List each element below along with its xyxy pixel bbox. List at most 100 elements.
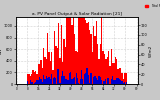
Bar bbox=[120, 68, 121, 84]
Bar bbox=[81, 16, 82, 84]
Bar bbox=[46, 76, 47, 84]
Bar bbox=[30, 80, 31, 84]
Bar bbox=[38, 64, 39, 84]
Bar bbox=[39, 77, 40, 84]
Bar bbox=[71, 25, 73, 84]
Bar bbox=[48, 77, 50, 84]
Bar bbox=[48, 52, 50, 84]
Bar bbox=[80, 0, 81, 84]
Bar bbox=[125, 73, 127, 84]
Bar bbox=[100, 77, 101, 84]
Bar bbox=[90, 34, 92, 84]
Bar bbox=[27, 74, 28, 84]
Bar bbox=[36, 80, 38, 84]
Bar bbox=[123, 79, 124, 84]
Bar bbox=[62, 62, 63, 84]
Bar bbox=[40, 79, 42, 84]
Bar bbox=[52, 78, 54, 84]
Bar bbox=[104, 81, 105, 84]
Bar bbox=[43, 75, 44, 84]
Bar bbox=[54, 31, 55, 84]
Bar bbox=[81, 70, 82, 84]
Bar bbox=[55, 78, 56, 84]
Bar bbox=[102, 51, 104, 84]
Bar bbox=[78, 14, 80, 84]
Bar bbox=[116, 78, 117, 84]
Bar bbox=[61, 76, 62, 84]
Bar bbox=[50, 61, 51, 84]
Bar bbox=[116, 59, 117, 84]
Bar bbox=[42, 68, 43, 84]
Bar bbox=[32, 70, 34, 84]
Bar bbox=[51, 52, 52, 84]
Bar bbox=[113, 80, 115, 84]
Bar bbox=[59, 83, 60, 84]
Bar bbox=[66, 0, 67, 84]
Bar bbox=[74, 77, 75, 84]
Bar bbox=[62, 72, 63, 84]
Bar bbox=[108, 51, 109, 84]
Title: a. PV Panel Output & Solar Radiation [21]: a. PV Panel Output & Solar Radiation [21… bbox=[32, 12, 122, 16]
Bar bbox=[103, 81, 104, 84]
Bar bbox=[117, 69, 119, 84]
Bar bbox=[63, 40, 65, 84]
Bar bbox=[84, 74, 85, 84]
Bar bbox=[31, 74, 32, 84]
Bar bbox=[63, 76, 65, 84]
Bar bbox=[112, 63, 113, 84]
Bar bbox=[70, 0, 71, 84]
Y-axis label: W/m2: W/m2 bbox=[149, 44, 153, 57]
Bar bbox=[50, 79, 51, 84]
Bar bbox=[89, 83, 90, 84]
Bar bbox=[52, 70, 54, 84]
Bar bbox=[80, 79, 81, 84]
Bar bbox=[77, 78, 78, 84]
Bar bbox=[76, 51, 77, 84]
Bar bbox=[70, 72, 71, 84]
Bar bbox=[69, 73, 70, 84]
Bar bbox=[101, 80, 102, 84]
Bar bbox=[85, 73, 86, 84]
Bar bbox=[74, 34, 76, 84]
Bar bbox=[117, 78, 119, 84]
Bar bbox=[124, 82, 125, 84]
Bar bbox=[35, 70, 36, 84]
Bar bbox=[44, 79, 46, 84]
Bar bbox=[119, 79, 120, 84]
Bar bbox=[88, 75, 89, 84]
Bar bbox=[55, 46, 56, 84]
Bar bbox=[121, 73, 123, 84]
Bar bbox=[94, 76, 96, 84]
Bar bbox=[107, 57, 108, 84]
Bar bbox=[107, 78, 108, 84]
Bar bbox=[47, 33, 48, 84]
Bar bbox=[59, 58, 61, 84]
Bar bbox=[47, 78, 48, 84]
Bar bbox=[31, 82, 32, 84]
Bar bbox=[92, 52, 93, 84]
Bar bbox=[96, 21, 97, 84]
Bar bbox=[38, 80, 39, 84]
Bar bbox=[69, 16, 70, 84]
Bar bbox=[67, 0, 69, 84]
Bar bbox=[93, 26, 94, 84]
Y-axis label: kW: kW bbox=[0, 47, 2, 54]
Bar bbox=[94, 36, 96, 84]
Bar bbox=[109, 66, 111, 84]
Bar bbox=[86, 23, 88, 84]
Bar bbox=[72, 79, 73, 84]
Bar bbox=[42, 82, 43, 84]
Bar bbox=[97, 44, 98, 84]
Bar bbox=[65, 79, 66, 84]
Bar bbox=[89, 30, 90, 84]
Bar bbox=[112, 76, 113, 84]
Bar bbox=[108, 78, 109, 84]
Bar bbox=[40, 60, 42, 84]
Bar bbox=[99, 76, 100, 84]
Bar bbox=[84, 0, 85, 84]
Bar bbox=[88, 22, 89, 84]
Bar bbox=[113, 63, 115, 84]
Bar bbox=[115, 57, 116, 84]
Bar bbox=[73, 11, 74, 84]
Legend: Total PV Power, Solar Radiation: Total PV Power, Solar Radiation bbox=[144, 4, 160, 8]
